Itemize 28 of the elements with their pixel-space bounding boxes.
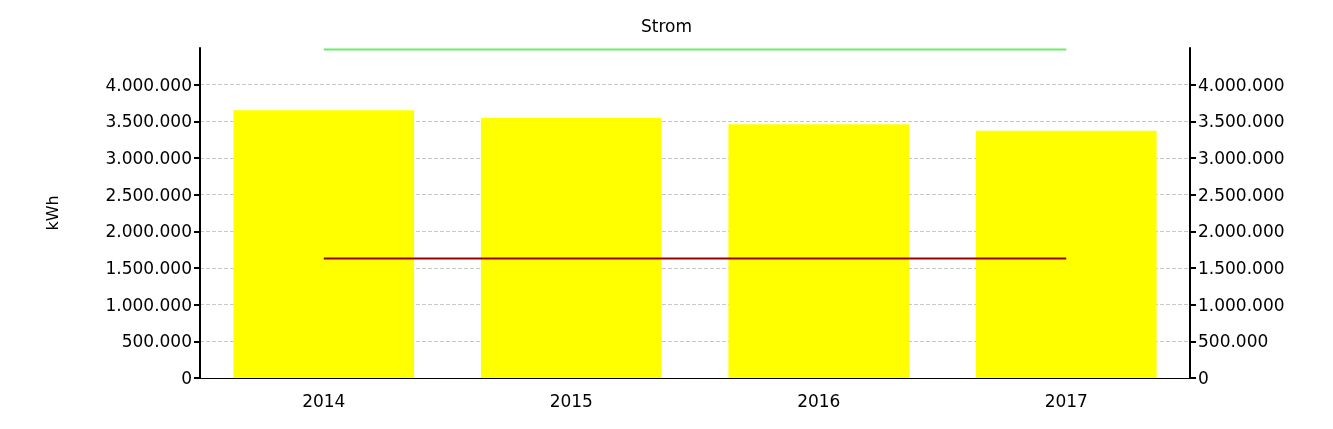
- y2-tick-label: 2.500.000: [1198, 184, 1285, 205]
- y-tick-label: 1.000.000: [105, 294, 192, 315]
- x-tick-label: 2015: [549, 390, 593, 411]
- y-tick-label: 500.000: [121, 331, 192, 352]
- y2-tick-label: 2.000.000: [1198, 221, 1285, 242]
- x-tick-label: 2016: [797, 390, 841, 411]
- y2-tick-label: 1.000.000: [1198, 294, 1285, 315]
- y-axis-title: kWh: [42, 195, 62, 231]
- y-tick-label: 4.000.000: [105, 74, 192, 95]
- y2-tick-label: 0: [1198, 368, 1209, 388]
- bar: [975, 130, 1157, 378]
- y-tick-label: 1.500.000: [105, 258, 192, 278]
- y-tick-label: 2.000.000: [105, 221, 192, 242]
- y2-tick-label: 500.000: [1198, 331, 1269, 352]
- y-tick-label: 2.500.000: [105, 184, 192, 205]
- x-tick-label: 2014: [302, 390, 346, 411]
- y2-tick-label: 1.500.000: [1198, 258, 1285, 278]
- y2-tick-label: 3.500.000: [1198, 111, 1285, 132]
- x-tick-label: 2017: [1044, 390, 1088, 411]
- y-tick-label: 0: [181, 368, 192, 388]
- y-tick-label: 3.500.000: [105, 111, 192, 132]
- y2-tick-label: 3.000.000: [1198, 148, 1285, 168]
- chart-title: Strom: [640, 15, 693, 36]
- y-tick-label: 3.000.000: [105, 148, 192, 168]
- y2-tick-label: 4.000.000: [1198, 74, 1285, 95]
- bar: [233, 110, 415, 378]
- bar: [728, 124, 910, 378]
- bar: [480, 117, 662, 378]
